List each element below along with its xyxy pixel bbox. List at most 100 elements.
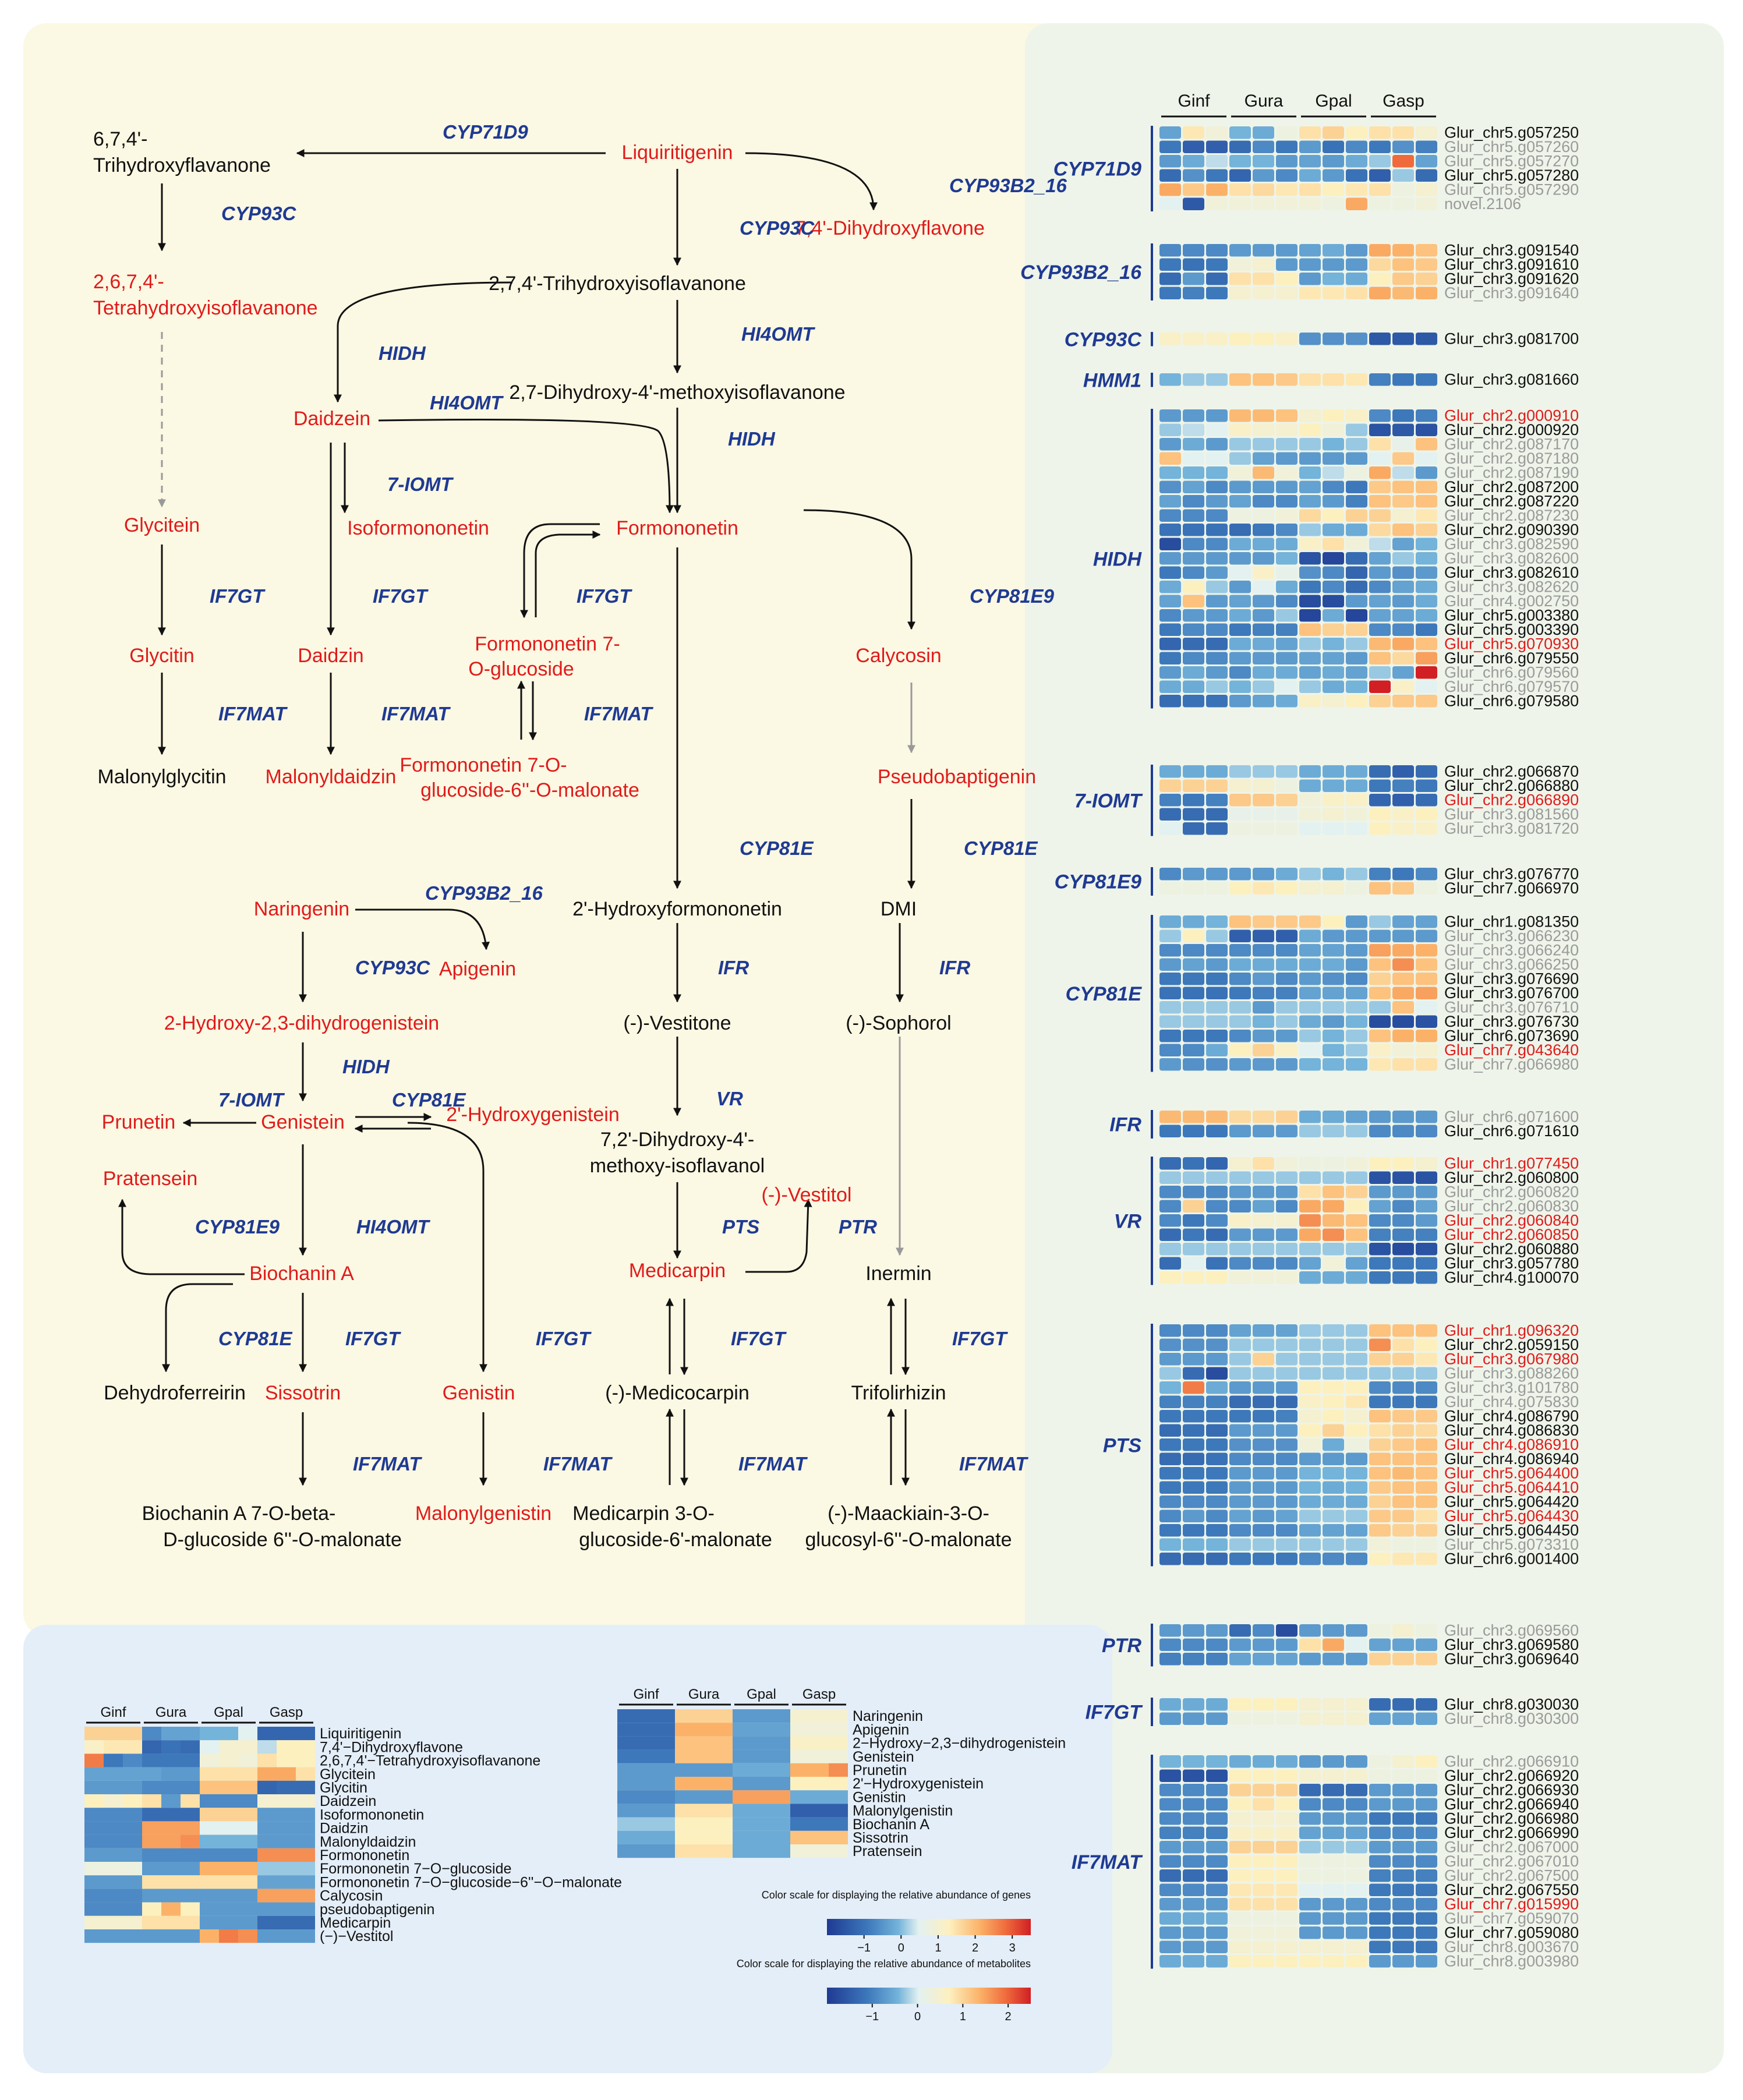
gene-name-label: Glur_chr4.g075830 bbox=[1444, 1393, 1579, 1410]
metabolite-heatmap-cell bbox=[713, 1830, 733, 1844]
metabolite-heatmap-cell bbox=[181, 1834, 200, 1848]
gene-heatmap-cell bbox=[1276, 695, 1297, 708]
gene-name-label: Glur_chr4.g086910 bbox=[1444, 1436, 1579, 1454]
gene-heatmap-cell bbox=[1416, 1171, 1437, 1184]
gene-heatmap-cell bbox=[1299, 452, 1321, 465]
gene-heatmap-cell bbox=[1392, 552, 1414, 565]
metabolite-heatmap-cell bbox=[656, 1844, 675, 1858]
gene-heatmap-cell bbox=[1229, 373, 1251, 386]
gene-name-label: Glur_chr3.g076690 bbox=[1444, 970, 1579, 988]
gene-heatmap-cell bbox=[1206, 1015, 1228, 1028]
gene-heatmap-cell bbox=[1346, 1869, 1367, 1882]
gene-heatmap-cell bbox=[1276, 1125, 1297, 1137]
gene-name-label: Glur_chr2.g066940 bbox=[1444, 1795, 1579, 1813]
gene-heatmap-cell bbox=[1276, 1367, 1297, 1380]
gene-heatmap-cell bbox=[1159, 1200, 1181, 1212]
gene-heatmap-cell bbox=[1183, 1538, 1204, 1551]
gene-heatmap-cell bbox=[1369, 1030, 1391, 1042]
metabolite-heatmap-cell bbox=[752, 1777, 771, 1791]
metabolite-name-label: Genistin bbox=[853, 1789, 906, 1805]
gene-heatmap-cell bbox=[1416, 680, 1437, 693]
gene-heatmap-cell bbox=[1299, 1214, 1321, 1227]
gene-heatmap-cell bbox=[1299, 1111, 1321, 1123]
metabolite-heatmap-cell bbox=[656, 1749, 675, 1763]
gene-heatmap-cell bbox=[1369, 868, 1391, 881]
gene-heatmap-cell bbox=[1416, 1698, 1437, 1711]
gene-heatmap-cell bbox=[1346, 466, 1367, 479]
gene-heatmap-cell bbox=[1392, 638, 1414, 650]
metabolite-heatmap-cell bbox=[200, 1875, 219, 1889]
gene-heatmap-cell bbox=[1323, 808, 1344, 821]
compound-dhf: 7,4'-Dihydroxyflavone bbox=[795, 217, 985, 239]
gene-heatmap-cell bbox=[1299, 765, 1321, 778]
gene-name-label: Glur_chr3.g088260 bbox=[1444, 1364, 1579, 1382]
gene-heatmap-cell bbox=[1392, 822, 1414, 835]
metabolite-heatmap-cell bbox=[790, 1763, 809, 1777]
gene-heatmap-cell bbox=[1229, 944, 1251, 957]
gene-heatmap-cell bbox=[1229, 452, 1251, 465]
gene-heatmap-cell bbox=[1369, 765, 1391, 778]
gene-heatmap-cell bbox=[1229, 1111, 1251, 1123]
gene-heatmap-cell bbox=[1276, 1243, 1297, 1256]
metabolite-heatmap-cell bbox=[296, 1875, 315, 1889]
metabolite-heatmap-cell bbox=[84, 1808, 104, 1822]
gene-heatmap-cell bbox=[1369, 1826, 1391, 1839]
gene-heatmap-cell bbox=[1323, 1228, 1344, 1241]
gene-heatmap-cell bbox=[1392, 1940, 1414, 1953]
gene-heatmap-cell bbox=[1159, 1509, 1181, 1522]
gene-heatmap-cell bbox=[1159, 882, 1181, 895]
gene-heatmap-cell bbox=[1416, 1001, 1437, 1014]
gene-heatmap-cell bbox=[1159, 480, 1181, 493]
gene-heatmap-cell bbox=[1276, 287, 1297, 299]
metabolite-heatmap-cell bbox=[809, 1709, 829, 1723]
gene-heatmap-cell bbox=[1276, 1898, 1297, 1911]
gene-heatmap-cell bbox=[1159, 1338, 1181, 1351]
gene-heatmap-cell bbox=[1323, 480, 1344, 493]
gene-heatmap-cell bbox=[1392, 1228, 1414, 1241]
gene-heatmap-cell bbox=[1206, 929, 1228, 942]
metabolite-heatmap-cell bbox=[277, 1929, 296, 1943]
metabolite-heatmap-cell bbox=[257, 1780, 277, 1794]
metabolite-heatmap-cell bbox=[694, 1790, 713, 1804]
gene-heatmap-cell bbox=[1229, 695, 1251, 708]
gene-heatmap-cell bbox=[1229, 287, 1251, 299]
gene-heatmap-cell bbox=[1416, 438, 1437, 451]
gene-heatmap-cell bbox=[1206, 944, 1228, 957]
metabolite-heatmap-cell bbox=[181, 1740, 200, 1754]
gene-heatmap-cell bbox=[1416, 552, 1437, 565]
gene-heatmap-cell bbox=[1299, 1812, 1321, 1825]
gene-heatmap-cell bbox=[1159, 1755, 1181, 1768]
gene-heatmap-cell bbox=[1299, 1058, 1321, 1071]
gene-heatmap-cell bbox=[1346, 1353, 1367, 1366]
gene-heatmap-cell bbox=[1299, 695, 1321, 708]
gene-heatmap-cell bbox=[1276, 1030, 1297, 1042]
gene-heatmap-cell bbox=[1206, 495, 1228, 508]
gene-heatmap-cell bbox=[1183, 155, 1204, 168]
gene-name-label: Glur_chr2.g060830 bbox=[1444, 1197, 1579, 1215]
metabolite-heatmap-cell bbox=[181, 1753, 200, 1767]
gene-heatmap-cell bbox=[1253, 1524, 1274, 1537]
gene-heatmap-cell bbox=[1253, 1798, 1274, 1811]
metabolite-heatmap-cell bbox=[656, 1723, 675, 1737]
gene-heatmap-cell bbox=[1392, 1926, 1414, 1939]
gene-heatmap-cell bbox=[1323, 1769, 1344, 1782]
gene-heatmap-cell bbox=[1323, 1243, 1344, 1256]
gene-heatmap-cell bbox=[1206, 1812, 1228, 1825]
enzyme-label: CYP71D9 bbox=[443, 121, 528, 143]
gene-heatmap-cell bbox=[1392, 244, 1414, 257]
metabolite-heatmap-cell bbox=[219, 1821, 238, 1835]
gene-heatmap-cell bbox=[1159, 1030, 1181, 1042]
gene-heatmap-cell bbox=[1253, 524, 1274, 536]
gene-heatmap-cell bbox=[1276, 1538, 1297, 1551]
gene-heatmap-cell bbox=[1416, 538, 1437, 550]
gene-heatmap-cell bbox=[1346, 1410, 1367, 1423]
gene-name-label: Glur_chr8.g030030 bbox=[1444, 1696, 1579, 1713]
gene-heatmap-cell bbox=[1206, 409, 1228, 422]
gene-heatmap-cell bbox=[1416, 987, 1437, 999]
gene-name-label: Glur_chr3.g069560 bbox=[1444, 1622, 1579, 1639]
metabolite-heatmap-cell bbox=[829, 1844, 848, 1858]
gene-heatmap-cell bbox=[1253, 1940, 1274, 1953]
gene-heatmap-cell bbox=[1183, 666, 1204, 679]
gene-heatmap-cell bbox=[1253, 258, 1274, 271]
gene-heatmap-cell bbox=[1183, 1452, 1204, 1465]
